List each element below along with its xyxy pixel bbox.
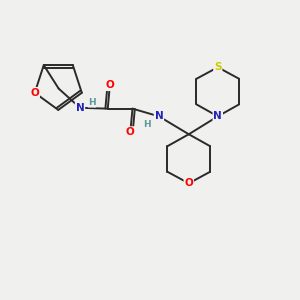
Text: O: O [30, 88, 39, 98]
Text: S: S [214, 62, 221, 72]
Text: O: O [184, 178, 193, 188]
Text: O: O [126, 127, 135, 137]
Text: O: O [106, 80, 114, 90]
Text: N: N [213, 111, 222, 121]
Text: N: N [154, 111, 163, 121]
Text: N: N [76, 103, 84, 113]
Text: H: H [88, 98, 96, 107]
Text: H: H [143, 119, 151, 128]
